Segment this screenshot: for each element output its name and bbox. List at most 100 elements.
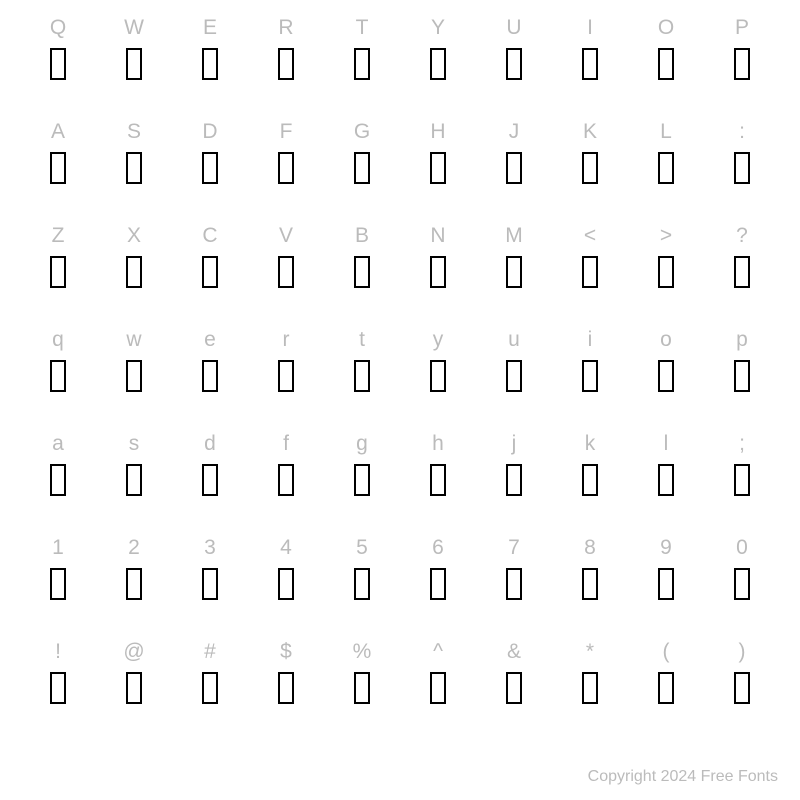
char-label: ) bbox=[739, 632, 746, 672]
char-label: 9 bbox=[660, 528, 672, 568]
char-label: g bbox=[356, 424, 368, 464]
missing-glyph-box bbox=[50, 256, 66, 288]
char-label: a bbox=[52, 424, 64, 464]
char-label: X bbox=[127, 216, 141, 256]
char-label: y bbox=[433, 320, 444, 360]
char-label: Q bbox=[50, 8, 66, 48]
char-label: 3 bbox=[204, 528, 216, 568]
char-label: % bbox=[353, 632, 372, 672]
char-label: 1 bbox=[52, 528, 64, 568]
char-label: ! bbox=[55, 632, 61, 672]
charmap-cell: X bbox=[96, 216, 172, 320]
char-label: H bbox=[430, 112, 445, 152]
charmap-cell: w bbox=[96, 320, 172, 424]
missing-glyph-box bbox=[202, 672, 218, 704]
char-label: ^ bbox=[433, 632, 443, 672]
char-label: j bbox=[512, 424, 517, 464]
char-label: G bbox=[354, 112, 370, 152]
char-label: i bbox=[588, 320, 593, 360]
char-label: T bbox=[356, 8, 369, 48]
charmap-cell: D bbox=[172, 112, 248, 216]
charmap-cell: I bbox=[552, 8, 628, 112]
missing-glyph-box bbox=[278, 360, 294, 392]
missing-glyph-box bbox=[126, 152, 142, 184]
missing-glyph-box bbox=[658, 152, 674, 184]
charmap-cell: # bbox=[172, 632, 248, 736]
missing-glyph-box bbox=[50, 360, 66, 392]
charmap-cell: ^ bbox=[400, 632, 476, 736]
charmap-cell: $ bbox=[248, 632, 324, 736]
missing-glyph-box bbox=[658, 256, 674, 288]
missing-glyph-box bbox=[50, 152, 66, 184]
char-label: W bbox=[124, 8, 144, 48]
charmap-cell: 8 bbox=[552, 528, 628, 632]
character-map-grid: QWERTYUIOPASDFGHJKL:ZXCVBNM<>?qwertyuiop… bbox=[0, 0, 800, 736]
charmap-cell: S bbox=[96, 112, 172, 216]
charmap-cell: o bbox=[628, 320, 704, 424]
charmap-cell: U bbox=[476, 8, 552, 112]
charmap-cell: N bbox=[400, 216, 476, 320]
char-label: U bbox=[506, 8, 521, 48]
charmap-cell: p bbox=[704, 320, 780, 424]
char-label: R bbox=[278, 8, 293, 48]
char-label: I bbox=[587, 8, 593, 48]
charmap-cell: s bbox=[96, 424, 172, 528]
missing-glyph-box bbox=[658, 568, 674, 600]
char-label: ; bbox=[739, 424, 745, 464]
char-label: F bbox=[280, 112, 293, 152]
missing-glyph-box bbox=[278, 256, 294, 288]
missing-glyph-box bbox=[582, 256, 598, 288]
missing-glyph-box bbox=[430, 672, 446, 704]
missing-glyph-box bbox=[506, 360, 522, 392]
charmap-cell: : bbox=[704, 112, 780, 216]
missing-glyph-box bbox=[126, 464, 142, 496]
missing-glyph-box bbox=[354, 568, 370, 600]
char-label: h bbox=[432, 424, 444, 464]
charmap-cell: G bbox=[324, 112, 400, 216]
char-label: M bbox=[505, 216, 523, 256]
missing-glyph-box bbox=[278, 152, 294, 184]
charmap-cell: @ bbox=[96, 632, 172, 736]
missing-glyph-box bbox=[658, 464, 674, 496]
char-label: q bbox=[52, 320, 64, 360]
char-label: 0 bbox=[736, 528, 748, 568]
charmap-cell: 3 bbox=[172, 528, 248, 632]
char-label: E bbox=[203, 8, 217, 48]
char-label: t bbox=[359, 320, 365, 360]
missing-glyph-box bbox=[734, 672, 750, 704]
missing-glyph-box bbox=[50, 48, 66, 80]
missing-glyph-box bbox=[50, 672, 66, 704]
charmap-cell: ? bbox=[704, 216, 780, 320]
missing-glyph-box bbox=[506, 256, 522, 288]
missing-glyph-box bbox=[506, 152, 522, 184]
char-label: D bbox=[202, 112, 217, 152]
charmap-cell: e bbox=[172, 320, 248, 424]
char-label: p bbox=[736, 320, 748, 360]
char-label: 7 bbox=[508, 528, 520, 568]
char-label: @ bbox=[123, 632, 144, 672]
missing-glyph-box bbox=[734, 48, 750, 80]
missing-glyph-box bbox=[354, 48, 370, 80]
missing-glyph-box bbox=[278, 672, 294, 704]
char-label: Y bbox=[431, 8, 445, 48]
missing-glyph-box bbox=[658, 672, 674, 704]
missing-glyph-box bbox=[506, 464, 522, 496]
char-label: w bbox=[126, 320, 141, 360]
missing-glyph-box bbox=[734, 568, 750, 600]
charmap-cell: Y bbox=[400, 8, 476, 112]
charmap-cell: M bbox=[476, 216, 552, 320]
missing-glyph-box bbox=[126, 360, 142, 392]
missing-glyph-box bbox=[354, 672, 370, 704]
char-label: o bbox=[660, 320, 672, 360]
charmap-cell: Q bbox=[20, 8, 96, 112]
char-label: 4 bbox=[280, 528, 292, 568]
missing-glyph-box bbox=[582, 464, 598, 496]
missing-glyph-box bbox=[50, 568, 66, 600]
charmap-cell: ; bbox=[704, 424, 780, 528]
missing-glyph-box bbox=[354, 256, 370, 288]
missing-glyph-box bbox=[430, 48, 446, 80]
missing-glyph-box bbox=[202, 568, 218, 600]
charmap-cell: < bbox=[552, 216, 628, 320]
charmap-cell: K bbox=[552, 112, 628, 216]
charmap-cell: Z bbox=[20, 216, 96, 320]
